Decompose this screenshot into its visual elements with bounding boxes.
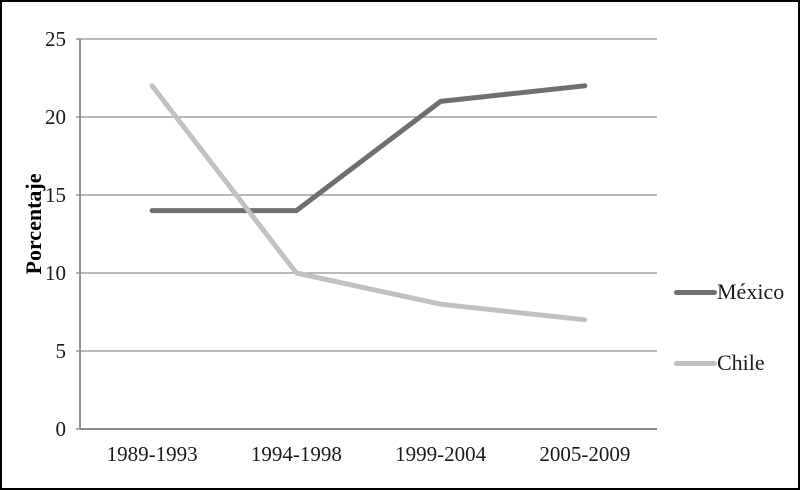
legend-item-0: México (674, 276, 784, 308)
legend-label: México (717, 279, 785, 304)
x-tick-label: 2005-2009 (539, 442, 631, 466)
y-tick-label: 25 (45, 27, 66, 51)
legend-line-sample (674, 360, 717, 366)
series-line-1 (149, 83, 588, 323)
legend-label: Chile (717, 350, 765, 375)
x-tick-label: 1994-1998 (250, 442, 342, 466)
y-tick-label: 10 (45, 261, 66, 285)
series-line-0 (149, 83, 588, 214)
y-tick-label: 0 (55, 417, 67, 441)
y-tick-label: 5 (55, 339, 67, 363)
y-tick-label: 20 (45, 105, 66, 129)
x-tick-label: 1989-1993 (106, 442, 198, 466)
x-tick-label: 1999-2004 (395, 442, 487, 466)
y-tick-label: 15 (45, 183, 66, 207)
legend-line-sample (674, 289, 717, 295)
legend-item-1: Chile (674, 347, 765, 379)
